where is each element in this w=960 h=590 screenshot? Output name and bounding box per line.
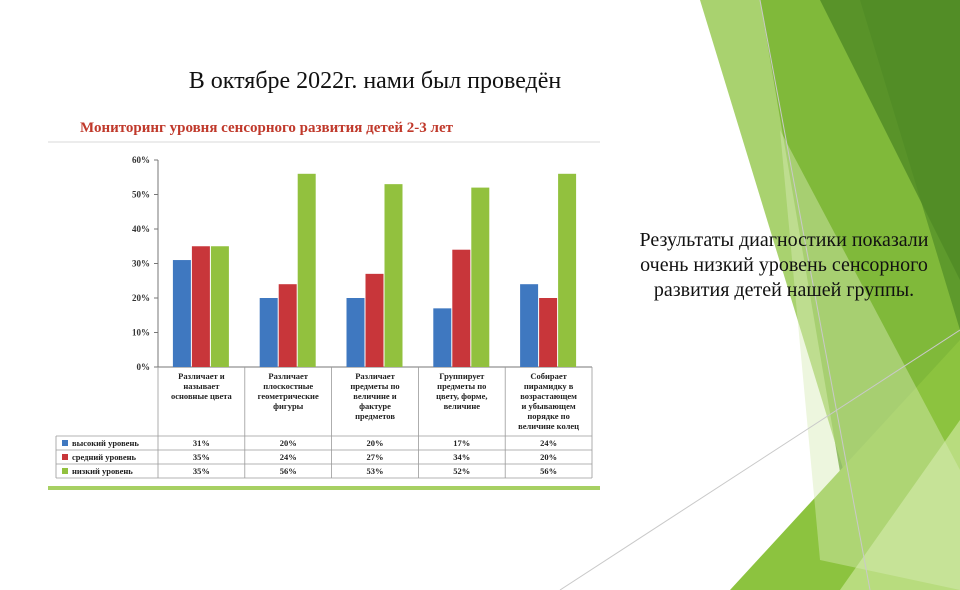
bar — [452, 249, 471, 367]
category-label-line: возрастающем — [520, 391, 577, 401]
data-label: 56% — [280, 466, 297, 476]
y-tick-label: 0% — [137, 362, 151, 372]
data-label: 34% — [453, 452, 470, 462]
category-label-line: цвету, форме, — [436, 391, 487, 401]
category-label-line: порядке по — [527, 411, 570, 421]
bar — [210, 246, 229, 367]
result-text: Результаты диагностики показали очень ни… — [639, 229, 929, 301]
data-label: 27% — [367, 452, 384, 462]
bar — [259, 298, 278, 367]
data-label: 20% — [280, 438, 297, 448]
slide-heading: В октябре 2022г. нами был проведён — [188, 68, 562, 94]
green-stripe-pale — [780, 130, 960, 590]
bar-chart: 0% 10% 20% 30% 40% 50% 60% Различает и называет о… — [48, 141, 600, 490]
category-label-line: Группирует — [439, 371, 485, 381]
y-tick-label: 20% — [132, 293, 150, 303]
data-label: 24% — [540, 438, 557, 448]
legend-label: средний уровень — [72, 452, 137, 462]
category-label-line: Собирает — [530, 371, 567, 381]
category-label-line: называет — [183, 381, 220, 391]
data-label: 56% — [540, 466, 557, 476]
category-label: Группирует предметы по цвету, форме, величи… — [436, 371, 487, 411]
thin-line-1 — [759, 0, 871, 590]
category-label: Различает плоскостные геометрические фигуры — [258, 371, 319, 411]
category-label-line: предметы по — [437, 381, 486, 391]
bar — [365, 273, 384, 367]
data-label: 35% — [193, 452, 210, 462]
data-label: 35% — [193, 466, 210, 476]
bar — [278, 284, 297, 367]
chart-bottom-strip — [48, 486, 600, 490]
bar — [558, 173, 577, 367]
bar — [471, 187, 490, 367]
chart-title: Мониторинг уровня сенсорного развития де… — [80, 120, 453, 136]
y-tick-label: 10% — [132, 328, 150, 338]
bar — [346, 298, 365, 367]
category-label-line: величине — [444, 401, 481, 411]
category-label-line: величине колец — [518, 421, 579, 431]
bar — [384, 184, 403, 367]
category-label: Собирает пирамидку в возрастающем и убывающ… — [518, 371, 579, 431]
legend-label: высокий уровень — [72, 438, 139, 448]
category-label-line: фигуры — [273, 401, 304, 411]
bar — [172, 260, 191, 367]
data-label: 31% — [193, 438, 210, 448]
y-tick-label: 50% — [132, 190, 150, 200]
data-label: 17% — [453, 438, 470, 448]
legend-label: низкий уровень — [72, 466, 133, 476]
bar — [520, 284, 539, 367]
legend-key — [62, 440, 68, 446]
bar — [433, 308, 452, 367]
category-label-line: и убывающем — [522, 401, 576, 411]
category-label-line: фактуре — [359, 401, 391, 411]
category-label: Различает и называет основные цвета — [171, 371, 233, 401]
category-label-line: величине и — [353, 391, 397, 401]
category-label-line: основные цвета — [171, 391, 233, 401]
data-label: 20% — [540, 452, 557, 462]
category-label: Различает предметы по величине и фактуре пре… — [350, 371, 399, 421]
thin-line-2 — [559, 329, 960, 590]
data-label: 53% — [367, 466, 384, 476]
data-label: 24% — [280, 452, 297, 462]
category-label-line: Различает — [268, 371, 308, 381]
bar — [297, 173, 316, 367]
category-label-line: предметов — [355, 411, 395, 421]
category-label-line: пирамидку в — [524, 381, 574, 391]
data-label: 52% — [453, 466, 470, 476]
chart-image: Мониторинг уровня сенсорного развития де… — [48, 116, 600, 492]
y-tick-label: 40% — [132, 224, 150, 234]
data-label: 20% — [367, 438, 384, 448]
legend-key — [62, 468, 68, 474]
green-stripe-bottom-light — [840, 420, 960, 590]
category-label-line: Различает — [355, 371, 395, 381]
category-label-line: геометрические — [258, 391, 319, 401]
category-label-line: плоскостные — [263, 381, 313, 391]
bar — [191, 246, 210, 367]
category-label-line: предметы по — [350, 381, 399, 391]
bar — [539, 298, 558, 367]
green-stripe-top — [820, 0, 960, 280]
y-tick-label: 30% — [132, 259, 150, 269]
y-tick-label: 60% — [132, 155, 150, 165]
legend-key — [62, 454, 68, 460]
category-label-line: Различает и — [178, 371, 225, 381]
